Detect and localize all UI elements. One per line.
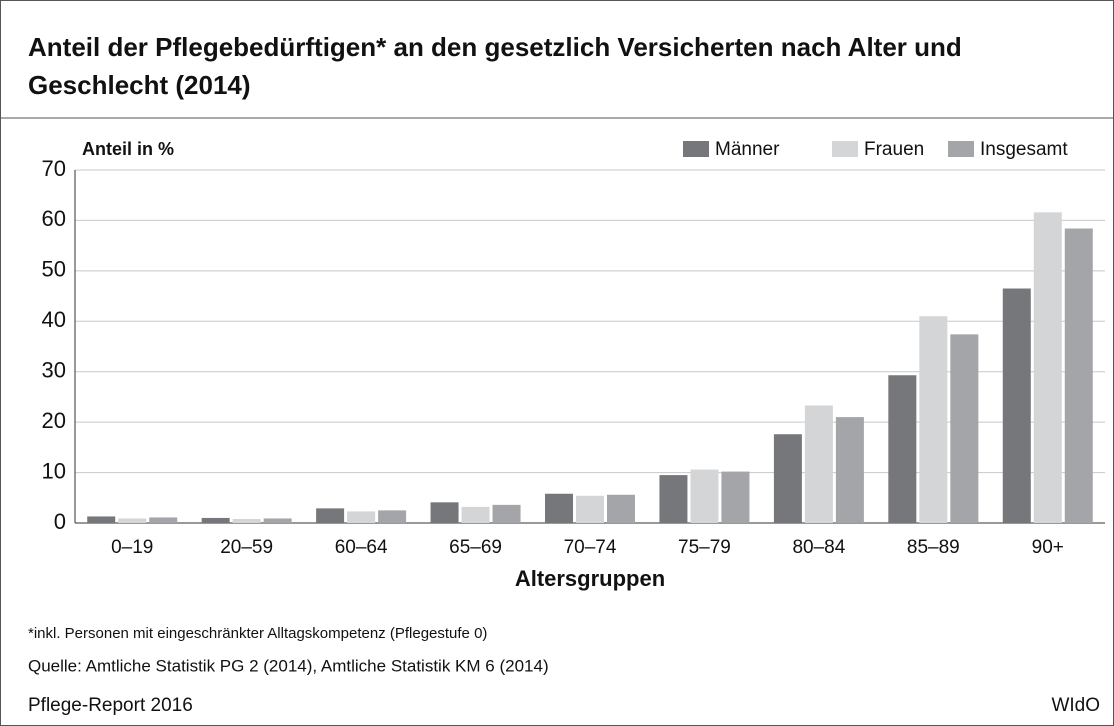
bar <box>773 434 802 523</box>
x-tick-label: 80–84 <box>792 537 845 558</box>
x-tick-label: 0–19 <box>111 537 153 558</box>
y-tick-label: 30 <box>42 358 66 383</box>
legend-swatch <box>683 141 709 157</box>
y-tick-label: 10 <box>42 458 66 483</box>
bar <box>1064 228 1093 524</box>
y-axis-title: Anteil in % <box>82 139 174 159</box>
bar <box>835 417 864 523</box>
legend-label: Insgesamt <box>980 139 1068 160</box>
bar <box>347 511 376 523</box>
x-tick-label: 70–74 <box>564 537 617 558</box>
y-tick-label: 60 <box>42 206 66 231</box>
bar <box>950 334 979 523</box>
x-tick-label: 75–79 <box>678 537 731 558</box>
x-tick-label: 85–89 <box>907 537 960 558</box>
legend-swatch <box>832 141 858 157</box>
bar <box>576 495 604 523</box>
bar <box>1033 212 1062 524</box>
bar <box>919 316 948 523</box>
bar <box>263 518 292 523</box>
bar <box>149 517 178 523</box>
bar <box>1002 288 1031 523</box>
bar <box>430 502 459 523</box>
x-tick-label: 60–64 <box>335 537 388 558</box>
chart-title: Anteil der Pflegebedürftigen* an den ges… <box>28 32 962 100</box>
bar <box>461 506 490 523</box>
bar <box>378 510 407 523</box>
footnote: *inkl. Personen mit eingeschränkter Allt… <box>28 625 487 642</box>
bar <box>492 504 521 523</box>
bar <box>118 518 147 523</box>
legend-label: Frauen <box>864 139 924 160</box>
bar <box>87 516 116 523</box>
x-tick-label: 90+ <box>1032 537 1064 558</box>
x-tick-label: 65–69 <box>449 537 502 558</box>
bar <box>690 469 719 523</box>
bar <box>232 518 261 523</box>
x-tick-label: 20–59 <box>220 537 273 558</box>
source: Quelle: Amtliche Statistik PG 2 (2014), … <box>28 656 549 675</box>
y-tick-label: 0 <box>54 509 66 534</box>
footer-left: Pflege-Report 2016 <box>28 695 193 716</box>
y-tick-label: 20 <box>42 408 66 433</box>
bar <box>804 405 833 523</box>
legend-label: Männer <box>715 139 780 160</box>
bar <box>545 493 573 523</box>
bar <box>721 471 750 523</box>
footer-right: WIdO <box>1051 695 1100 716</box>
bar <box>607 494 635 523</box>
bar <box>316 508 345 523</box>
y-tick-label: 70 <box>42 156 66 181</box>
x-axis-title: Altersgruppen <box>515 566 665 591</box>
legend-swatch <box>948 141 974 157</box>
y-tick-label: 50 <box>42 257 66 282</box>
bar <box>659 475 688 523</box>
y-tick-label: 40 <box>42 307 66 332</box>
bar <box>888 375 917 523</box>
bar <box>201 517 230 523</box>
